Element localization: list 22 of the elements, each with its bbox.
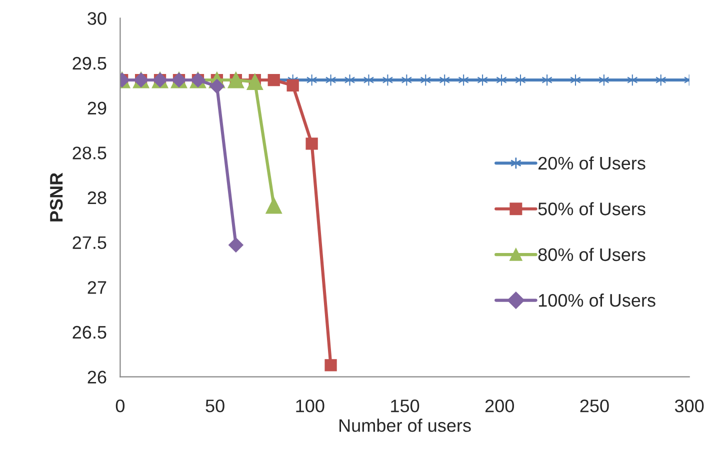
y-tick-label: 27.5 bbox=[72, 236, 106, 250]
y-tick-label: 26 bbox=[88, 370, 106, 384]
legend-label: 20% of Users bbox=[538, 156, 646, 170]
x-tick-label: 300 bbox=[674, 400, 704, 412]
y-tick-label: 29 bbox=[88, 102, 106, 115]
x-axis-title: Number of users bbox=[340, 418, 471, 432]
x-tick-label: 250 bbox=[580, 400, 609, 412]
x-tick-label: 100 bbox=[296, 400, 324, 412]
legend-label: 50% of Users bbox=[538, 202, 646, 216]
x-tick-label: 150 bbox=[391, 400, 420, 412]
x-tick-label: 0 bbox=[116, 400, 125, 412]
y-tick-label: 29.5 bbox=[72, 56, 106, 70]
x-tick-label: 50 bbox=[206, 400, 224, 412]
legend-label: 100% of Users bbox=[538, 294, 656, 307]
x-tick-label: 200 bbox=[485, 400, 514, 412]
legend-label: 80% of Users bbox=[538, 248, 646, 262]
y-tick-label: 28.5 bbox=[72, 146, 106, 160]
y-tick-label: 28 bbox=[88, 191, 106, 204]
y-tick-label: 27 bbox=[88, 281, 106, 294]
y-tick-label: 26.5 bbox=[72, 326, 106, 339]
y-axis-title: PSNR bbox=[50, 172, 63, 222]
y-tick-label: 30 bbox=[88, 12, 106, 25]
